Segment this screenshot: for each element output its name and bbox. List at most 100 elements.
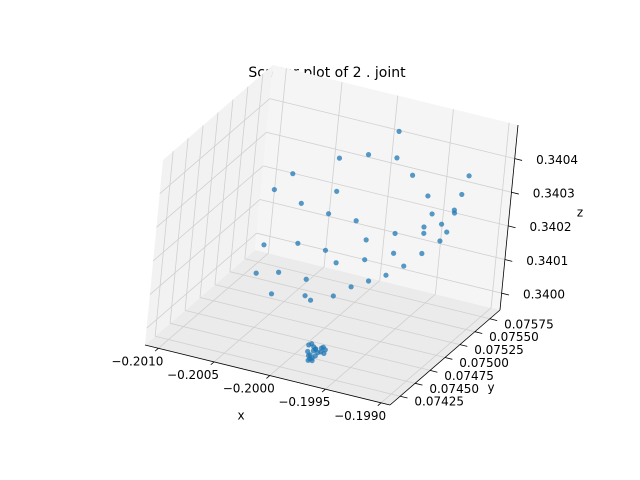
tick-mark	[415, 382, 423, 386]
data-point	[348, 284, 354, 290]
x-tick-label: −0.2000	[223, 382, 275, 396]
grid-line	[263, 165, 509, 227]
grid-line	[146, 232, 257, 329]
data-point	[466, 173, 472, 179]
tick-mark	[489, 318, 498, 321]
data-point	[312, 353, 318, 359]
x-axis-label: x	[237, 409, 244, 423]
data-point	[325, 211, 332, 217]
data-point	[459, 191, 465, 198]
grid-line	[155, 335, 401, 397]
panes	[144, 65, 523, 406]
data-point	[310, 348, 317, 354]
data-point	[276, 269, 282, 275]
x-tick-label: −0.1995	[278, 395, 330, 409]
y-tick-label: 0.07525	[474, 343, 524, 357]
grid-line	[435, 109, 454, 295]
grid-line	[244, 73, 264, 259]
grid-line	[266, 131, 512, 193]
data-point	[363, 237, 369, 243]
data-point	[253, 270, 259, 276]
tick-mark	[474, 331, 483, 334]
z-axis-line	[499, 124, 519, 311]
grid-line	[379, 95, 399, 281]
data-point	[330, 293, 336, 299]
data-point	[306, 342, 312, 348]
data-point	[305, 357, 311, 363]
y-tick-label: 0.07500	[459, 356, 509, 370]
data-point	[365, 278, 372, 284]
data-point	[421, 230, 427, 236]
grid-line	[259, 199, 506, 260]
tick-mark	[321, 388, 326, 393]
data-point	[437, 238, 443, 244]
tick-mark	[511, 191, 519, 195]
data-point	[392, 230, 398, 237]
data-point	[298, 200, 304, 206]
data-point	[421, 224, 427, 230]
data-point	[429, 211, 435, 217]
x-axis-line	[144, 344, 391, 406]
grid-line	[159, 98, 270, 194]
z-tick-label: 0.3404	[536, 153, 578, 167]
grid-line	[170, 322, 416, 384]
z-tick-label: 0.3400	[523, 287, 565, 301]
tick-mark	[508, 225, 516, 229]
data-point	[394, 155, 400, 161]
data-point	[353, 218, 359, 224]
grid-line	[184, 125, 204, 311]
y-axis-label: y	[487, 381, 494, 395]
tick-mark	[210, 361, 215, 366]
data-point	[290, 171, 296, 177]
data-point	[320, 344, 326, 350]
z-tick-label: 0.3401	[526, 254, 568, 268]
data-point	[401, 263, 407, 269]
y-tick-label: 0.07550	[489, 330, 539, 344]
data-point	[261, 242, 267, 248]
y-tick-label: 0.07575	[504, 317, 554, 331]
data-point	[390, 250, 397, 256]
data-point	[362, 257, 368, 263]
data-point	[383, 272, 389, 278]
x-tick-label: −0.1990	[334, 409, 386, 423]
data-point	[295, 240, 301, 246]
grid-line	[229, 86, 249, 272]
grid-line	[490, 122, 510, 308]
tick-mark	[501, 292, 510, 296]
data-point	[311, 344, 317, 350]
data-point	[305, 353, 312, 359]
data-point	[318, 349, 324, 355]
data-point	[309, 357, 315, 364]
data-point	[419, 250, 425, 257]
data-point	[396, 128, 402, 134]
points	[253, 128, 472, 364]
data-point	[268, 291, 275, 297]
z-axis-label: z	[577, 206, 583, 220]
x-tick-label: −0.2005	[167, 368, 219, 382]
grid-line	[199, 112, 219, 298]
grid-line	[267, 68, 287, 254]
tick-mark	[429, 370, 438, 373]
data-point	[307, 297, 314, 303]
grid-line	[323, 81, 343, 267]
data-point	[451, 210, 458, 216]
grid-line	[199, 297, 446, 358]
tick-mark	[266, 375, 270, 379]
data-point	[336, 155, 343, 161]
data-point	[303, 276, 309, 282]
data-point	[365, 152, 372, 158]
tick-mark	[400, 395, 408, 399]
data-point	[334, 188, 340, 194]
data-point	[425, 193, 431, 199]
data-point	[409, 172, 416, 178]
grid-line	[229, 271, 475, 333]
grid-line	[244, 258, 490, 320]
y-tick-label: 0.07475	[444, 369, 494, 383]
grid-line	[156, 131, 267, 228]
grid-line	[214, 284, 461, 345]
grid-line	[152, 165, 264, 262]
data-point	[438, 221, 445, 227]
data-point	[271, 186, 277, 193]
grid-line	[154, 151, 174, 337]
